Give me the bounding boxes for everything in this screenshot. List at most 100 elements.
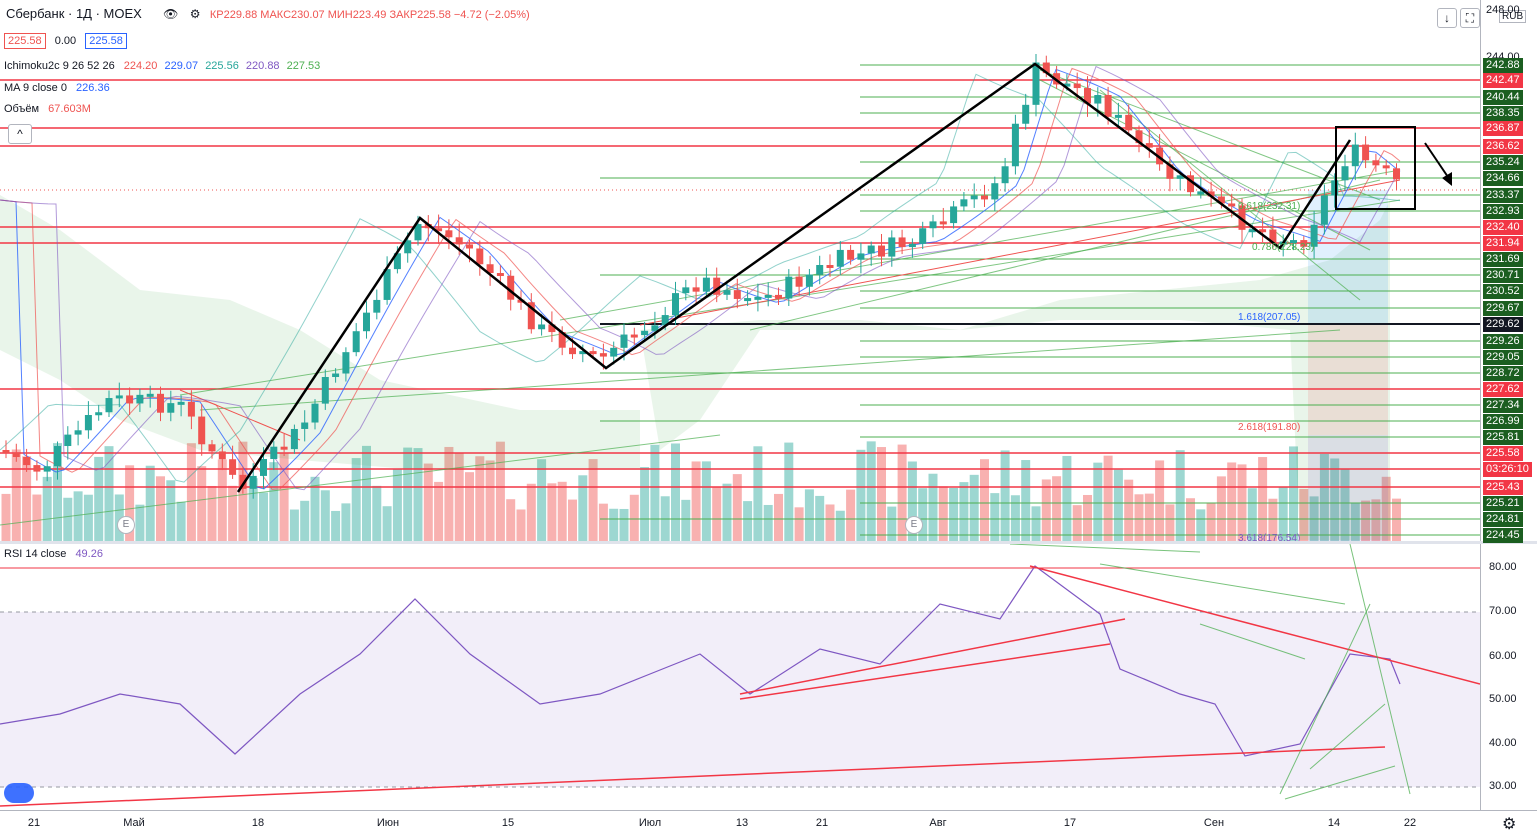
- rsi-legend[interactable]: RSI 14 close 49.26: [4, 548, 103, 560]
- candle-body[interactable]: [342, 352, 350, 374]
- candle-body[interactable]: [229, 459, 237, 475]
- rsi-fan-line[interactable]: [1199, 623, 1306, 660]
- candle-body[interactable]: [84, 415, 92, 431]
- candle-body[interactable]: [867, 245, 875, 254]
- rsi-pane[interactable]: RSI 14 close 49.26: [0, 544, 1480, 810]
- candle-body[interactable]: [795, 276, 803, 287]
- candle-body[interactable]: [383, 269, 391, 300]
- candle-body[interactable]: [105, 398, 113, 413]
- candle-body[interactable]: [1042, 62, 1050, 74]
- candle-body[interactable]: [126, 395, 134, 404]
- candle-body[interactable]: [260, 459, 267, 476]
- candle-body[interactable]: [74, 430, 82, 435]
- candle-body[interactable]: [517, 299, 525, 303]
- candle-body[interactable]: [1125, 114, 1133, 131]
- candle-body[interactable]: [1382, 165, 1390, 169]
- candle-body[interactable]: [486, 264, 494, 274]
- candle-body[interactable]: [805, 274, 813, 287]
- candle-body[interactable]: [754, 296, 762, 300]
- candle-body[interactable]: [651, 325, 659, 331]
- price-chart-pane[interactable]: 1.618(207.05) 2.618(191.80) 3.618(176.54…: [0, 0, 1480, 541]
- trend-line[interactable]: [179, 389, 301, 441]
- candle-body[interactable]: [373, 299, 381, 313]
- candle-body[interactable]: [115, 395, 123, 399]
- candle-body[interactable]: [527, 302, 535, 330]
- candle-body[interactable]: [507, 275, 515, 300]
- candle-body[interactable]: [733, 290, 741, 299]
- candle-body[interactable]: [1084, 88, 1091, 104]
- price-box-2[interactable]: 225.58: [85, 33, 127, 49]
- candle-body[interactable]: [23, 457, 31, 466]
- price-chart-canvas[interactable]: [0, 0, 1480, 541]
- candle-body[interactable]: [764, 294, 772, 298]
- candle-body[interactable]: [1135, 130, 1143, 144]
- candle-body[interactable]: [919, 228, 927, 244]
- tradingview-logo-icon[interactable]: [4, 783, 34, 803]
- candle-body[interactable]: [878, 245, 885, 257]
- candle-body[interactable]: [723, 290, 731, 295]
- candle-body[interactable]: [12, 452, 20, 458]
- rsi-fan-line[interactable]: [1279, 603, 1371, 795]
- candle-body[interactable]: [1351, 144, 1359, 167]
- candle-body[interactable]: [1207, 191, 1215, 197]
- candle-body[interactable]: [579, 351, 587, 355]
- candle-body[interactable]: [435, 228, 443, 232]
- candle-body[interactable]: [960, 199, 968, 207]
- candle-body[interactable]: [1238, 205, 1246, 230]
- candle-body[interactable]: [2, 450, 10, 453]
- fan-line[interactable]: [199, 329, 1341, 411]
- candle-body[interactable]: [455, 237, 463, 245]
- rsi-scale[interactable]: 80.00 70.00 60.00 50.00 40.00 30.00: [1480, 544, 1537, 810]
- candle-body[interactable]: [352, 331, 360, 353]
- collapse-legend-button[interactable]: ^: [8, 124, 32, 144]
- candle-body[interactable]: [538, 324, 546, 330]
- candle-body[interactable]: [661, 315, 669, 326]
- candle-body[interactable]: [1073, 83, 1081, 89]
- candle-body[interactable]: [167, 403, 175, 413]
- candle-body[interactable]: [476, 248, 484, 265]
- ma-legend[interactable]: MA 9 close 0 226.36: [4, 82, 110, 94]
- candle-body[interactable]: [414, 224, 422, 241]
- candle-body[interactable]: [33, 465, 41, 472]
- volume-legend[interactable]: Объём 67.603M: [4, 103, 91, 115]
- candle-body[interactable]: [208, 444, 216, 452]
- candle-body[interactable]: [218, 451, 226, 460]
- candle-body[interactable]: [280, 446, 288, 450]
- candle-body[interactable]: [1032, 62, 1040, 105]
- rsi-fan-line[interactable]: [1309, 703, 1386, 770]
- candle-body[interactable]: [888, 237, 896, 257]
- candle-body[interactable]: [1228, 203, 1236, 207]
- candle-body[interactable]: [198, 416, 206, 445]
- fan-line[interactable]: [1039, 69, 1381, 201]
- rsi-trend-line[interactable]: [0, 746, 1386, 807]
- candle-body[interactable]: [692, 287, 700, 292]
- rsi-fan-line[interactable]: [1349, 544, 1411, 795]
- rsi-trend-line[interactable]: [1029, 565, 1480, 685]
- fan-line[interactable]: [559, 169, 1401, 321]
- rsi-canvas[interactable]: [0, 544, 1480, 810]
- candle-body[interactable]: [713, 277, 721, 295]
- candle-body[interactable]: [908, 243, 916, 248]
- candle-body[interactable]: [1145, 143, 1153, 148]
- candle-body[interactable]: [702, 277, 710, 292]
- candle-body[interactable]: [1331, 180, 1339, 196]
- candle-body[interactable]: [1166, 164, 1174, 179]
- earnings-marker[interactable]: E: [117, 516, 135, 534]
- price-scale[interactable]: RUB 248.00 244.00 242.88 242.47 240.44 238.35…: [1480, 0, 1537, 543]
- zigzag-drawing[interactable]: [236, 62, 1352, 493]
- candle-body[interactable]: [775, 294, 782, 299]
- candle-body[interactable]: [1114, 114, 1122, 118]
- candle-body[interactable]: [321, 377, 329, 404]
- settings-gear-icon[interactable]: ⚙: [1502, 816, 1517, 833]
- candle-body[interactable]: [1310, 224, 1318, 247]
- fullscreen-icon[interactable]: ⛶: [1460, 8, 1480, 28]
- candle-body[interactable]: [54, 446, 61, 467]
- candle-body[interactable]: [496, 273, 504, 277]
- ichimoku-legend[interactable]: Ichimoku2c 9 26 52 26 224.20 229.07 225.…: [4, 60, 321, 72]
- candle-body[interactable]: [1156, 147, 1164, 165]
- candle-body[interactable]: [290, 428, 298, 450]
- candle-body[interactable]: [393, 253, 401, 270]
- rsi-fan-line[interactable]: [1009, 544, 1201, 553]
- fan-line[interactable]: [0, 434, 721, 526]
- candle-body[interactable]: [785, 276, 793, 299]
